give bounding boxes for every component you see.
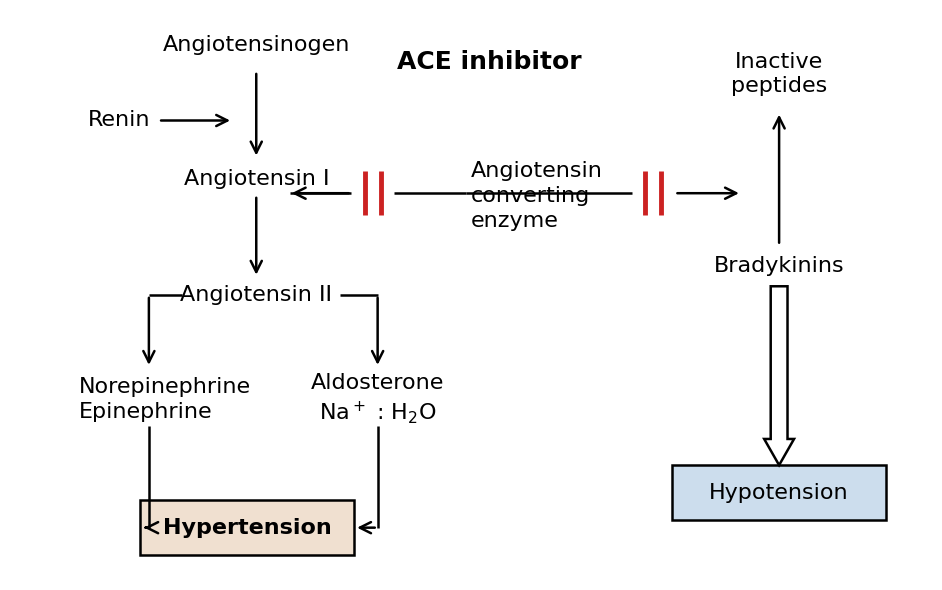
- Text: Aldosterone
Na$^+$ : H$_2$O: Aldosterone Na$^+$ : H$_2$O: [311, 373, 445, 426]
- FancyBboxPatch shape: [139, 500, 354, 555]
- Text: ACE inhibitor: ACE inhibitor: [398, 50, 582, 74]
- Text: Inactive
peptides: Inactive peptides: [731, 51, 827, 96]
- Text: Hypotension: Hypotension: [709, 483, 849, 503]
- Text: Angiotensin
converting
enzyme: Angiotensin converting enzyme: [471, 161, 603, 231]
- Text: Angiotensinogen: Angiotensinogen: [163, 35, 349, 55]
- FancyBboxPatch shape: [672, 465, 886, 520]
- Text: Norepinephrine
Epinephrine: Norepinephrine Epinephrine: [79, 377, 251, 422]
- Text: Renin: Renin: [89, 110, 151, 130]
- Polygon shape: [764, 286, 794, 465]
- Text: Angiotensin I: Angiotensin I: [184, 169, 329, 189]
- Text: Angiotensin II: Angiotensin II: [180, 285, 333, 305]
- Text: Bradykinins: Bradykinins: [714, 256, 844, 276]
- Text: Hypertension: Hypertension: [163, 517, 332, 537]
